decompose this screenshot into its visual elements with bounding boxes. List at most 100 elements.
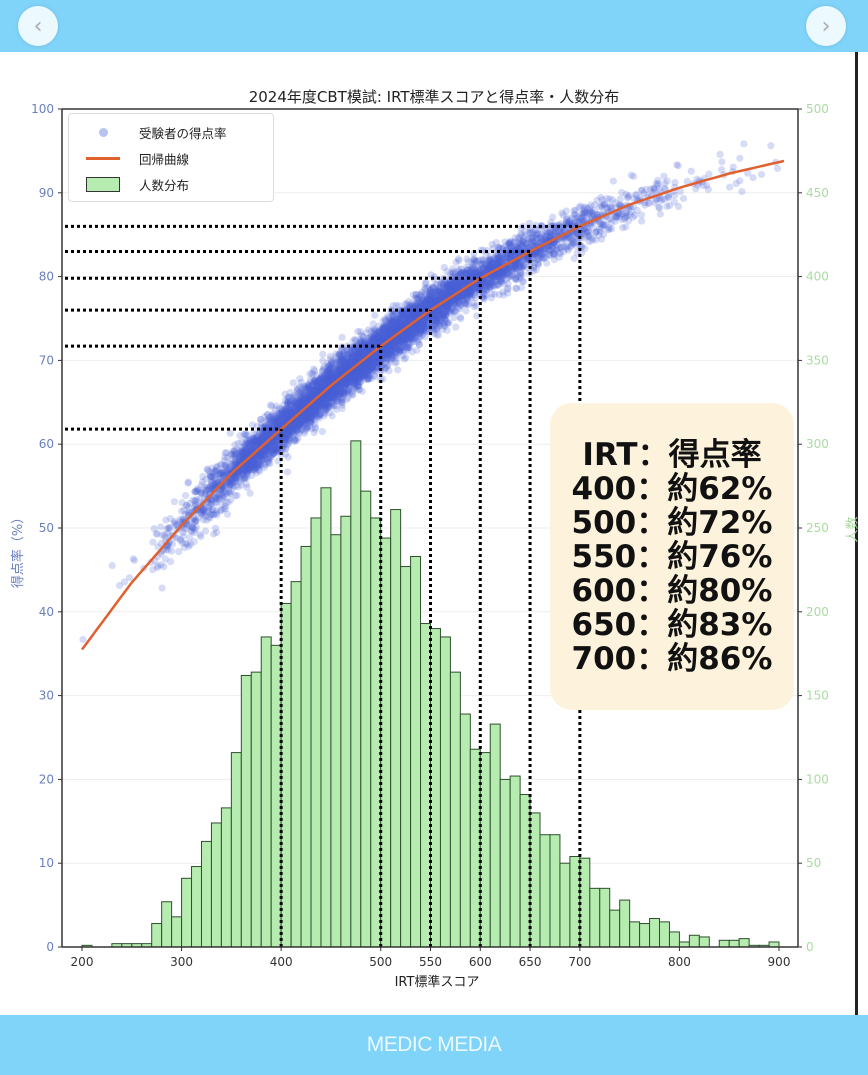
scatter-point xyxy=(239,470,247,478)
scatter-point xyxy=(162,516,170,524)
scatter-point xyxy=(285,393,293,401)
scatter-point xyxy=(221,502,229,510)
scatter-point xyxy=(247,465,255,473)
scatter-point xyxy=(245,443,253,451)
scatter-point xyxy=(216,473,224,481)
histogram-bar xyxy=(589,887,601,948)
scatter-point xyxy=(258,454,266,462)
scatter-point xyxy=(271,417,280,425)
scatter-point xyxy=(226,481,234,489)
scatter-point xyxy=(286,401,294,409)
scatter-point xyxy=(368,364,376,373)
scatter-point xyxy=(224,478,232,487)
scatter-point xyxy=(266,442,274,450)
scatter-point xyxy=(240,447,248,455)
scatter-point xyxy=(245,464,253,472)
scatter-point xyxy=(263,443,272,451)
scatter-point xyxy=(208,478,216,486)
scatter-point xyxy=(257,437,265,445)
scatter-point xyxy=(238,475,246,483)
scatter-point xyxy=(227,481,235,489)
scatter-point xyxy=(241,466,250,474)
scatter-point xyxy=(250,455,258,464)
scatter-point xyxy=(220,457,228,465)
scatter-point xyxy=(130,556,139,565)
scatter-point xyxy=(284,432,292,440)
scatter-point xyxy=(213,462,221,470)
scatter-point xyxy=(284,428,293,436)
scatter-point xyxy=(275,415,283,424)
scatter-point xyxy=(283,398,292,406)
scatter-point xyxy=(232,473,240,482)
scatter-point xyxy=(261,449,269,458)
scatter-point xyxy=(309,390,317,399)
scatter-point xyxy=(255,466,263,474)
scatter-point xyxy=(284,408,292,416)
scatter-point xyxy=(238,451,247,459)
scatter-point xyxy=(262,429,270,438)
scatter-point xyxy=(274,418,283,426)
scatter-point xyxy=(271,445,279,454)
scatter-point xyxy=(261,421,269,430)
scatter-point xyxy=(267,453,275,461)
scatter-point xyxy=(241,441,249,449)
scatter-point xyxy=(200,506,208,515)
scatter-point xyxy=(243,444,251,453)
scatter-point xyxy=(257,436,265,445)
scatter-point xyxy=(284,440,292,449)
scatter-point xyxy=(282,412,290,420)
histogram-bar xyxy=(439,636,451,948)
scatter-point xyxy=(258,448,267,457)
scatter-point xyxy=(258,451,266,459)
scatter-point xyxy=(263,416,272,424)
scatter-point xyxy=(219,493,227,501)
scatter-point xyxy=(108,561,116,570)
histogram-bar xyxy=(240,674,252,948)
scatter-point xyxy=(211,475,219,483)
scatter-point xyxy=(207,500,216,508)
scatter-point xyxy=(241,472,249,481)
scatter-point xyxy=(286,388,294,396)
scatter-point xyxy=(252,464,260,473)
scatter-point xyxy=(258,431,267,439)
scatter-point xyxy=(269,445,278,453)
scatter-point xyxy=(284,405,292,413)
scatter-point xyxy=(236,432,244,440)
scatter-point xyxy=(168,540,177,548)
scatter-point xyxy=(270,449,278,457)
scatter-point xyxy=(194,485,202,493)
scatter-point xyxy=(271,446,279,454)
scatter-point xyxy=(248,461,256,469)
scatter-point xyxy=(274,442,282,450)
scatter-point xyxy=(126,574,134,582)
scatter-point xyxy=(272,405,280,413)
scatter-point xyxy=(242,439,250,447)
scatter-point xyxy=(190,538,198,546)
scatter-point xyxy=(379,317,387,325)
scatter-point xyxy=(261,455,269,463)
scatter-point xyxy=(371,325,379,333)
scatter-point xyxy=(319,357,327,365)
scatter-point xyxy=(251,453,259,461)
scatter-point xyxy=(218,506,226,514)
scatter-point xyxy=(196,495,204,503)
scatter-point xyxy=(231,476,239,484)
histogram-bar xyxy=(599,887,611,948)
histogram-bar xyxy=(698,936,710,948)
scatter-point xyxy=(264,459,273,467)
scatter-point xyxy=(281,405,289,413)
scatter-point xyxy=(250,437,258,445)
scatter-point xyxy=(227,451,236,459)
scatter-point xyxy=(264,429,273,437)
scatter-point xyxy=(269,410,277,418)
scatter-point xyxy=(265,417,274,426)
scatter-point xyxy=(261,432,269,441)
scatter-point xyxy=(256,415,265,423)
scatter-point xyxy=(243,470,252,479)
scatter-point xyxy=(270,442,278,450)
scatter-point xyxy=(210,510,218,519)
scatter-point xyxy=(244,466,252,474)
scatter-point xyxy=(260,430,268,438)
histogram-bar xyxy=(629,921,641,948)
scatter-point xyxy=(206,473,214,481)
